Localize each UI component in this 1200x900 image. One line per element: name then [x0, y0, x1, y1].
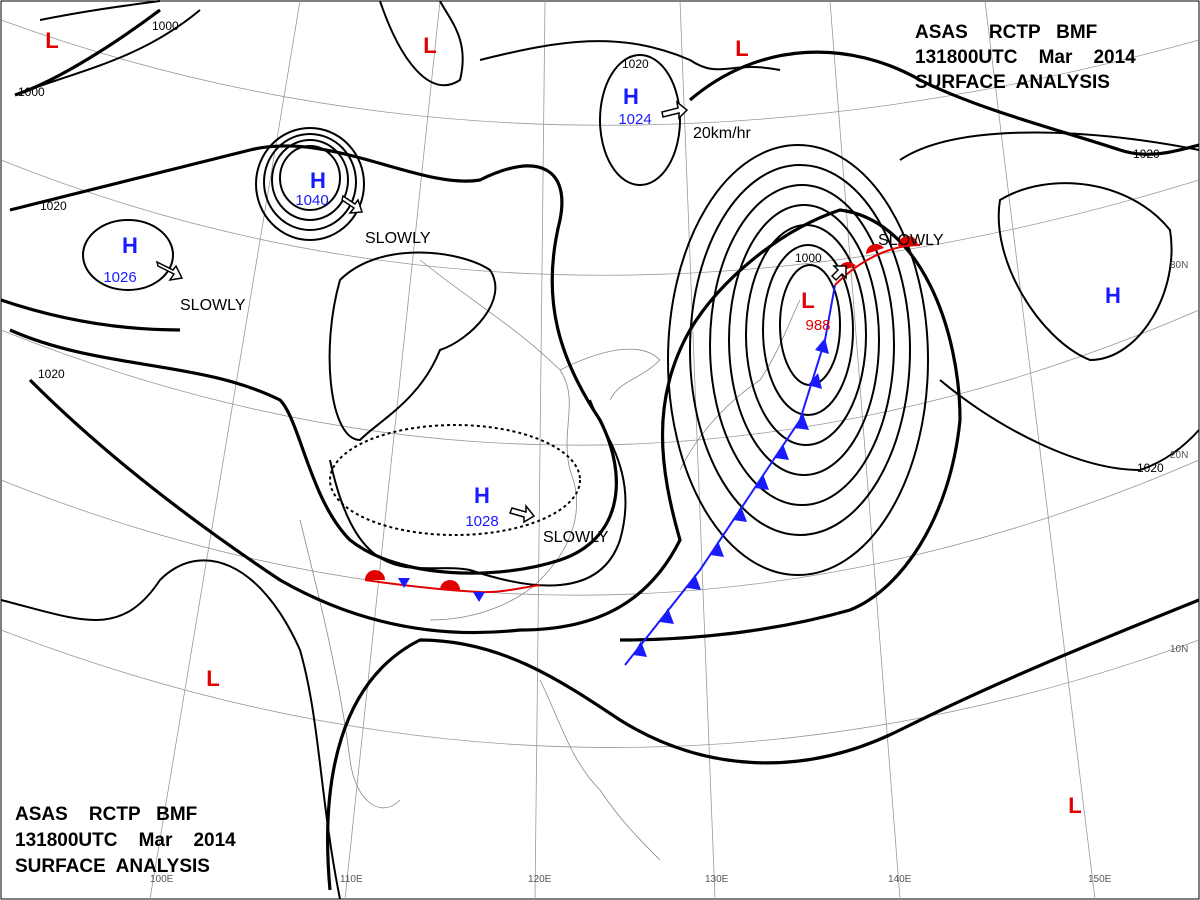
isobar-label: 1020: [1133, 147, 1160, 161]
pressure-center: L: [206, 666, 219, 691]
parallel: [0, 309, 1200, 446]
motion-arrows: [155, 100, 847, 524]
coastlines: [299, 259, 801, 861]
isobar-1020: [9, 144, 618, 575]
coastline: [559, 348, 661, 401]
fronts: [364, 236, 921, 666]
motion-label: SLOWLY: [543, 529, 609, 546]
header-line: ASAS RCTP BMF: [915, 22, 1097, 43]
header-bottom: ASAS RCTP BMF 131800UTC Mar 2014 SURFACE…: [15, 804, 236, 877]
parallel: [0, 629, 1200, 748]
isobar: [39, 0, 161, 21]
isobar: [899, 131, 1200, 161]
parallel: [0, 159, 1200, 276]
dashed-isobar: [329, 424, 581, 536]
header-line: ASAS RCTP BMF: [15, 804, 197, 825]
isobar-1020: [28, 208, 962, 642]
isobar: [667, 144, 929, 576]
isobar: [689, 164, 911, 536]
isobar: [728, 204, 880, 476]
pressure-center: H: [623, 84, 639, 109]
pressure-center: H: [310, 168, 326, 193]
pressure-center: L: [735, 36, 748, 61]
meridian: [829, 0, 901, 900]
latitude-label: 20N: [1170, 450, 1188, 461]
isobar: [762, 244, 854, 416]
isobar-1020: [0, 298, 181, 332]
isobar-label: 1000: [152, 19, 179, 33]
meridian: [679, 0, 716, 900]
isobar-label: 1020: [1137, 461, 1164, 475]
header-line: SURFACE ANALYSIS: [915, 72, 1110, 93]
isobar: [271, 139, 349, 221]
isobar: [997, 182, 1173, 362]
coastline: [299, 519, 401, 809]
isobar: [939, 379, 1200, 472]
isobar-label: 1000: [795, 251, 822, 265]
isobar: [328, 251, 497, 442]
pressure-center: L: [1068, 793, 1081, 818]
pressure-center: L: [423, 33, 436, 58]
central-pressure: 1024: [618, 111, 651, 128]
meridian: [534, 0, 546, 900]
isobar-label: 1020: [38, 367, 65, 381]
header-top: ASAS RCTP BMF 131800UTC Mar 2014 SURFACE…: [915, 22, 1136, 93]
central-pressure: 988: [805, 317, 830, 334]
header-line: 131800UTC Mar 2014: [15, 830, 236, 851]
isobar: [379, 0, 464, 87]
isobar-label: 1020: [40, 199, 67, 213]
isobar: [0, 559, 341, 900]
longitude-label: 140E: [888, 874, 912, 885]
parallel: [0, 19, 1200, 126]
pressure-center: H: [474, 483, 490, 508]
header-line: 131800UTC Mar 2014: [915, 47, 1136, 68]
longitude-label: 150E: [1088, 874, 1112, 885]
latitude-label: 30N: [1170, 260, 1188, 271]
central-pressure: 1028: [465, 513, 498, 530]
coastline: [679, 299, 801, 471]
isobar: [599, 54, 681, 186]
motion-label: SLOWLY: [878, 232, 944, 249]
isobar: [263, 133, 357, 231]
coastline: [419, 259, 577, 621]
central-pressure: 1040: [295, 192, 328, 209]
isobar-1000: [14, 8, 161, 97]
motion-label: SLOWLY: [365, 230, 431, 247]
isobar: [82, 219, 174, 291]
motion-label: 20km/hr: [693, 125, 751, 142]
stationary-front: [364, 579, 541, 594]
pressure-center: H: [1105, 283, 1121, 308]
coastline: [539, 679, 661, 861]
isobar-label: 1020: [622, 57, 649, 71]
header-line: SURFACE ANALYSIS: [15, 856, 210, 877]
cold-front-barbs: [398, 338, 829, 657]
longitude-label: 120E: [528, 874, 552, 885]
central-pressure: 1026: [103, 269, 136, 286]
pressure-center: L: [45, 28, 58, 53]
isobar-1020: [326, 598, 1200, 891]
parallel: [0, 459, 1200, 596]
major-isobars: [0, 8, 1200, 891]
longitude-label: 100E: [150, 874, 174, 885]
meridian: [984, 0, 1096, 900]
longitude-label: 130E: [705, 874, 729, 885]
longitude-label: 110E: [340, 874, 363, 885]
pressure-center: L: [801, 288, 814, 313]
motion-label: SLOWLY: [180, 297, 246, 314]
meridian: [344, 0, 441, 900]
isobar-1020: [688, 50, 1200, 156]
pressure-center: H: [122, 233, 138, 258]
isobar-label: 1000: [18, 85, 45, 99]
warm-front-bumps: [365, 236, 918, 590]
isobar: [255, 127, 365, 241]
latitude-label: 10N: [1170, 644, 1188, 655]
isobar: [709, 184, 895, 506]
